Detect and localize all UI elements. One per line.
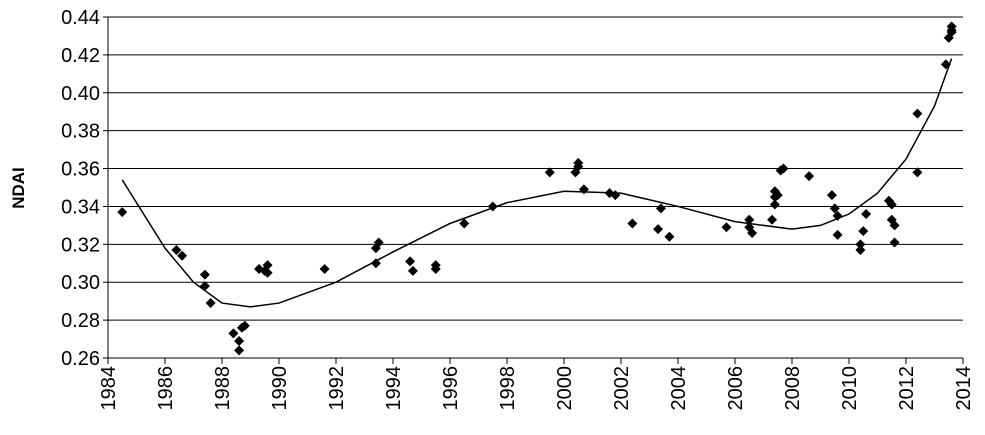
y-tick-label: 0.40 [61, 83, 100, 105]
point [664, 231, 675, 242]
y-tick-label: 0.26 [61, 348, 100, 370]
point [832, 210, 843, 221]
point [239, 320, 250, 331]
y-tick-label: 0.42 [61, 45, 100, 67]
x-tick-label: 1986 [155, 366, 177, 411]
point [744, 214, 755, 225]
point [769, 199, 780, 210]
point [858, 226, 869, 237]
point [234, 345, 245, 356]
point [861, 209, 872, 220]
point [772, 190, 783, 201]
point [544, 167, 555, 178]
point [373, 237, 384, 248]
x-tick-label: 1984 [98, 366, 120, 411]
y-axis-label: NDAI [9, 167, 28, 209]
point [177, 250, 188, 261]
x-tick-label: 1990 [269, 366, 291, 411]
y-tick-label: 0.38 [61, 121, 100, 143]
x-tick-label: 1994 [383, 366, 405, 411]
point [319, 263, 330, 274]
y-tick-label: 0.36 [61, 159, 100, 181]
point [747, 227, 758, 238]
x-tick-label: 2000 [554, 366, 576, 411]
x-tick-label: 2002 [611, 366, 633, 411]
x-tick-label: 2008 [782, 366, 804, 411]
point [171, 245, 182, 256]
x-tick-label: 1998 [497, 366, 519, 411]
point [234, 335, 245, 346]
point [826, 190, 837, 201]
point [407, 265, 418, 276]
y-tick-label: 0.30 [61, 272, 100, 294]
point [889, 220, 900, 231]
point [262, 267, 273, 278]
point [721, 222, 732, 233]
point [804, 171, 815, 182]
point [655, 203, 666, 214]
point [573, 157, 584, 168]
trend-line [121, 58, 953, 308]
point [117, 207, 128, 218]
x-tick-label: 1992 [326, 366, 348, 411]
point [262, 260, 273, 271]
y-tick-label: 0.34 [61, 196, 100, 218]
point [430, 263, 441, 274]
point [855, 239, 866, 250]
x-tick-label: 2006 [725, 366, 747, 411]
point [767, 214, 778, 225]
point [912, 167, 923, 178]
point [886, 199, 897, 210]
point [627, 218, 638, 229]
x-tick-label: 2010 [839, 366, 861, 411]
point [459, 218, 470, 229]
point [946, 25, 957, 36]
point [778, 163, 789, 174]
point [199, 269, 210, 280]
point [832, 229, 843, 240]
point [855, 245, 866, 256]
point [889, 237, 900, 248]
point [829, 203, 840, 214]
y-tick-label: 0.28 [61, 310, 100, 332]
y-tick-label: 0.32 [61, 234, 100, 256]
point [405, 256, 416, 267]
point [578, 184, 589, 195]
point [370, 258, 381, 269]
x-tick-label: 1996 [440, 366, 462, 411]
y-tick-label: 0.44 [61, 7, 100, 29]
x-tick-label: 1988 [212, 366, 234, 411]
point [653, 224, 664, 235]
x-tick-label: 2014 [953, 366, 975, 411]
point [205, 298, 216, 309]
x-tick-label: 2012 [896, 366, 918, 411]
point [228, 328, 239, 339]
point [912, 108, 923, 119]
x-tick-label: 2004 [668, 366, 690, 411]
